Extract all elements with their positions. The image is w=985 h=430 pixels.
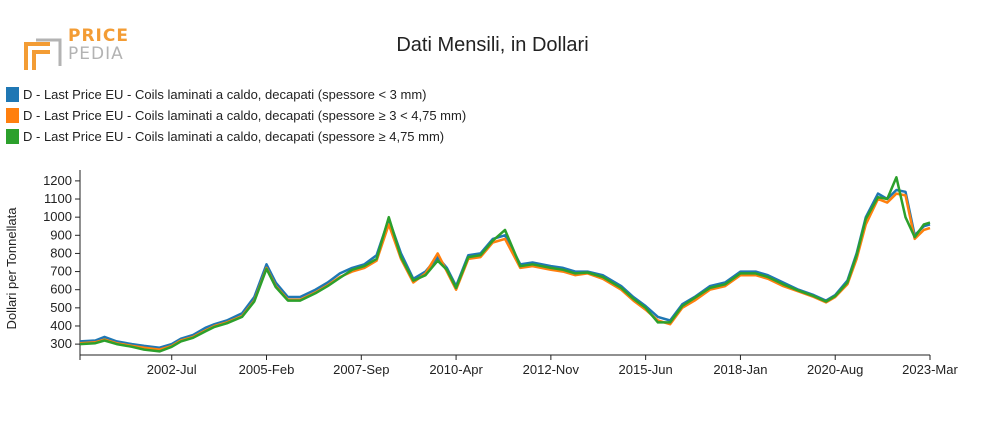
y-tick-label-1200: 1200 bbox=[43, 173, 72, 188]
x-tick-label-2015-Jun: 2015-Jun bbox=[619, 362, 673, 377]
y-tick-label-1000: 1000 bbox=[43, 209, 72, 224]
x-tick-label-2002-Jul: 2002-Jul bbox=[147, 362, 197, 377]
y-tick-label-900: 900 bbox=[50, 227, 72, 242]
y-tick-label-500: 500 bbox=[50, 300, 72, 315]
series-line-0 bbox=[79, 188, 931, 349]
logo-word-pedia: PEDIA bbox=[68, 44, 124, 64]
y-tick-label-400: 400 bbox=[50, 318, 72, 333]
x-tick-label-2007-Sep: 2007-Sep bbox=[333, 362, 389, 377]
chart-title: Dati Mensili, in Dollari bbox=[396, 34, 589, 56]
y-axis-title: Dollari per Tonnellata bbox=[4, 207, 19, 330]
y-tick-label-700: 700 bbox=[50, 264, 72, 279]
x-tick-label-2018-Jan: 2018-Jan bbox=[713, 362, 767, 377]
y-tick-label-600: 600 bbox=[50, 282, 72, 297]
x-tick-label-2020-Aug: 2020-Aug bbox=[807, 362, 863, 377]
legend-label-2: D - Last Price EU - Coils laminati a cal… bbox=[23, 129, 445, 144]
legend-swatch-1 bbox=[6, 108, 19, 123]
x-tick-label-2005-Feb: 2005-Feb bbox=[239, 362, 295, 377]
legend-label-0: D - Last Price EU - Coils laminati a cal… bbox=[23, 87, 427, 102]
x-tick-label-2012-Nov: 2012-Nov bbox=[523, 362, 580, 377]
y-tick-label-800: 800 bbox=[50, 245, 72, 260]
logo-word-price: PRICE bbox=[68, 26, 129, 46]
legend-label-1: D - Last Price EU - Coils laminati a cal… bbox=[23, 108, 467, 123]
series-line-2 bbox=[79, 176, 931, 353]
x-tick-label-2010-Apr: 2010-Apr bbox=[429, 362, 483, 377]
y-tick-label-1100: 1100 bbox=[44, 191, 72, 206]
legend-item-series-0[interactable]: D - Last Price EU - Coils laminati a cal… bbox=[6, 84, 466, 105]
legend-item-series-2[interactable]: D - Last Price EU - Coils laminati a cal… bbox=[6, 126, 466, 147]
legend-swatch-2 bbox=[6, 129, 19, 144]
logo-mark-icon bbox=[24, 38, 62, 70]
legend-swatch-0 bbox=[6, 87, 19, 102]
pricepedia-logo: PRICE PEDIA bbox=[18, 24, 128, 74]
y-tick-label-300: 300 bbox=[50, 336, 72, 351]
chart-legend: D - Last Price EU - Coils laminati a cal… bbox=[6, 84, 466, 147]
x-tick-label-2023-Mar: 2023-Mar bbox=[902, 362, 958, 377]
legend-item-series-1[interactable]: D - Last Price EU - Coils laminati a cal… bbox=[6, 105, 466, 126]
